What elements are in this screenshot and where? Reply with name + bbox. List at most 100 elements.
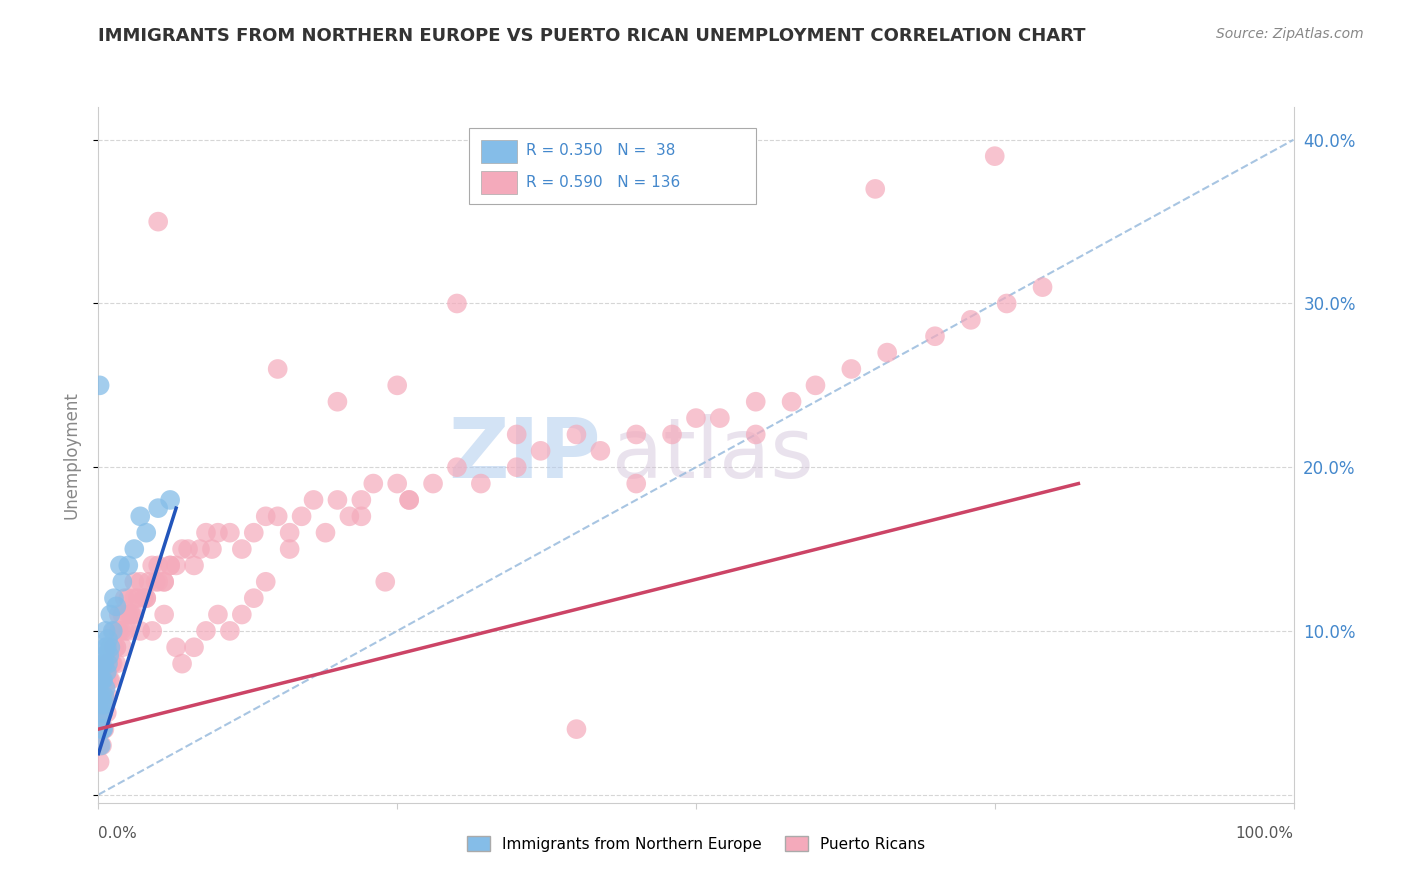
Point bbox=[107, 624, 129, 638]
Point bbox=[105, 657, 128, 671]
Point bbox=[98, 640, 122, 655]
Legend: Immigrants from Northern Europe, Puerto Ricans: Immigrants from Northern Europe, Puerto … bbox=[461, 830, 931, 858]
Point bbox=[315, 525, 337, 540]
Point bbox=[207, 607, 229, 622]
Point bbox=[117, 591, 139, 606]
Point bbox=[91, 722, 114, 736]
Point bbox=[385, 476, 409, 491]
Point bbox=[91, 739, 114, 753]
Point bbox=[159, 558, 181, 573]
Point bbox=[90, 690, 112, 704]
Point bbox=[863, 182, 887, 196]
Point bbox=[661, 427, 683, 442]
Point bbox=[1032, 280, 1054, 294]
Point bbox=[117, 624, 139, 638]
Point bbox=[124, 574, 146, 589]
Point bbox=[96, 665, 118, 679]
Point bbox=[626, 476, 648, 491]
Point bbox=[89, 755, 111, 769]
Point bbox=[165, 558, 187, 573]
Point bbox=[709, 411, 731, 425]
Point bbox=[114, 591, 136, 606]
Point bbox=[120, 607, 142, 622]
Point bbox=[267, 509, 290, 524]
Point bbox=[398, 492, 420, 507]
Point bbox=[94, 673, 117, 687]
Point bbox=[97, 657, 120, 671]
Point bbox=[183, 558, 205, 573]
Point bbox=[105, 599, 128, 614]
Point bbox=[398, 492, 420, 507]
FancyBboxPatch shape bbox=[481, 140, 517, 162]
Point bbox=[254, 509, 277, 524]
Point bbox=[243, 525, 266, 540]
Point bbox=[350, 509, 373, 524]
Point bbox=[135, 525, 157, 540]
Point bbox=[98, 648, 121, 663]
Point bbox=[91, 690, 114, 704]
Point bbox=[565, 722, 588, 736]
Point bbox=[780, 394, 803, 409]
Text: ZIP: ZIP bbox=[449, 415, 600, 495]
Point bbox=[326, 394, 349, 409]
Point bbox=[97, 632, 120, 646]
Point bbox=[114, 624, 136, 638]
Point bbox=[350, 492, 373, 507]
Point bbox=[129, 624, 152, 638]
Point bbox=[98, 657, 121, 671]
Point bbox=[96, 706, 118, 720]
Point bbox=[108, 558, 131, 573]
Point bbox=[446, 460, 468, 475]
Point bbox=[201, 542, 224, 557]
Point bbox=[111, 607, 134, 622]
Point bbox=[98, 640, 122, 655]
Point bbox=[141, 558, 163, 573]
Point bbox=[90, 706, 112, 720]
Point bbox=[97, 657, 120, 671]
FancyBboxPatch shape bbox=[470, 128, 756, 204]
Point bbox=[93, 690, 115, 704]
Point bbox=[135, 591, 157, 606]
Point bbox=[105, 640, 128, 655]
Point bbox=[93, 690, 115, 704]
Point bbox=[363, 476, 385, 491]
Point bbox=[127, 591, 149, 606]
Point bbox=[153, 574, 176, 589]
Point bbox=[90, 690, 112, 704]
Point bbox=[91, 698, 114, 712]
Point bbox=[103, 591, 125, 606]
Point bbox=[141, 624, 163, 638]
Point bbox=[135, 591, 157, 606]
Point bbox=[148, 214, 170, 228]
Point bbox=[267, 362, 290, 376]
Point bbox=[101, 657, 124, 671]
Point bbox=[121, 607, 143, 622]
Point bbox=[148, 501, 170, 516]
Point bbox=[291, 509, 314, 524]
Point bbox=[172, 542, 194, 557]
Point bbox=[94, 640, 117, 655]
Text: R = 0.350   N =  38: R = 0.350 N = 38 bbox=[526, 144, 676, 159]
Point bbox=[153, 574, 176, 589]
Point bbox=[90, 739, 112, 753]
Point bbox=[278, 542, 301, 557]
Point bbox=[98, 673, 121, 687]
Point bbox=[111, 574, 134, 589]
Point bbox=[93, 722, 115, 736]
Point bbox=[89, 673, 111, 687]
Text: R = 0.590   N = 136: R = 0.590 N = 136 bbox=[526, 175, 681, 190]
Point bbox=[93, 698, 115, 712]
Point bbox=[219, 624, 242, 638]
Point bbox=[995, 296, 1018, 310]
Point bbox=[626, 427, 648, 442]
Point bbox=[93, 690, 115, 704]
Point bbox=[96, 640, 118, 655]
Text: atlas: atlas bbox=[613, 415, 814, 495]
Y-axis label: Unemployment: Unemployment bbox=[62, 391, 80, 519]
Point bbox=[565, 427, 588, 442]
Point bbox=[103, 640, 125, 655]
Point bbox=[148, 558, 170, 573]
Point bbox=[89, 739, 111, 753]
Point bbox=[385, 378, 409, 392]
Point bbox=[90, 722, 112, 736]
